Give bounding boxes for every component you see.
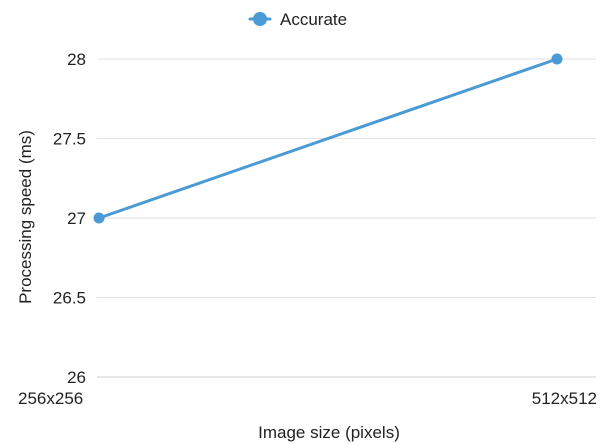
gridlines	[97, 58, 596, 378]
series-line-accurate	[97, 57, 559, 220]
legend-label-accurate: Accurate	[280, 10, 347, 29]
y-tick-label: 26	[67, 368, 86, 387]
x-tick-label: 512x512	[532, 389, 597, 408]
x-axis-title: Image size (pixels)	[258, 423, 400, 442]
y-tick-label: 26.5	[53, 289, 86, 308]
series-layer	[93, 53, 563, 224]
y-tick-label: 27	[67, 209, 86, 228]
data-point	[551, 53, 563, 65]
legend: Accurate	[248, 10, 347, 29]
y-tick-labels: 26 26.5 27 27.5 28	[53, 50, 86, 387]
x-tick-label: 256x256	[18, 389, 83, 408]
data-point	[93, 212, 105, 224]
x-tick-labels: 256x256 512x512	[18, 389, 597, 408]
y-tick-label: 28	[67, 50, 86, 69]
y-axis-title: Processing speed (ms)	[16, 130, 35, 304]
legend-marker-accurate	[253, 12, 267, 26]
y-tick-label: 27.5	[53, 130, 86, 149]
